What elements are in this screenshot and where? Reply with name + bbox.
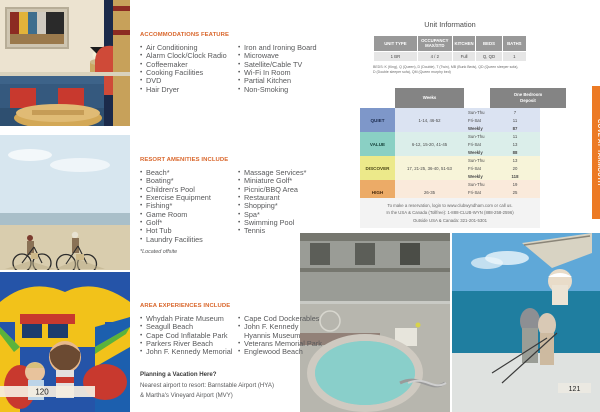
svg-text:120: 120 — [35, 388, 49, 397]
svg-text:121: 121 — [569, 386, 581, 393]
